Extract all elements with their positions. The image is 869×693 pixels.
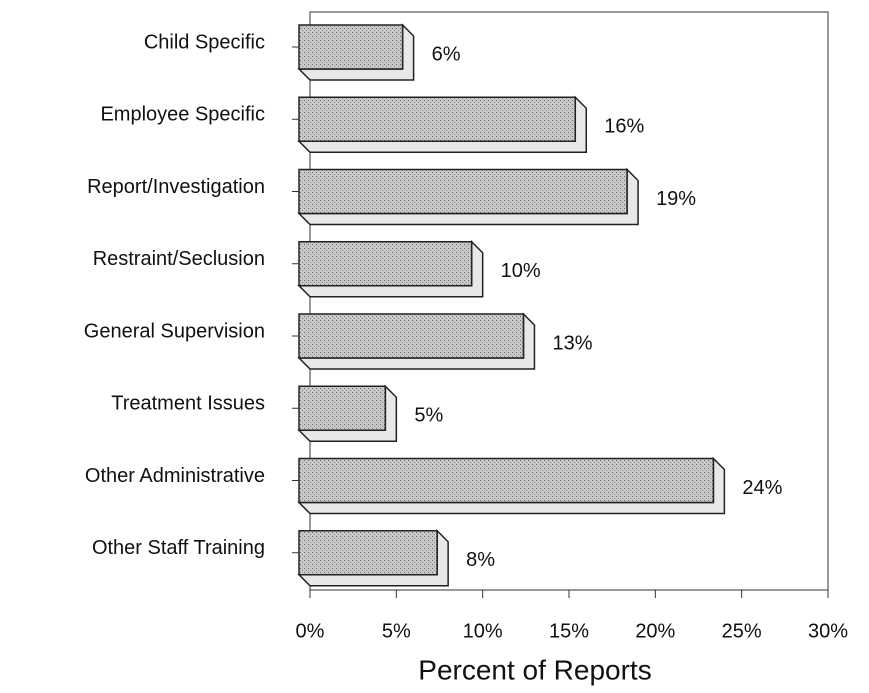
value-label: 24% xyxy=(742,477,782,499)
bar xyxy=(298,24,404,70)
y-tick-label: General Supervision xyxy=(84,320,265,342)
x-tick-label: 5% xyxy=(382,620,411,642)
y-tick-label: Report/Investigation xyxy=(87,176,265,198)
value-label: 16% xyxy=(604,116,644,138)
value-label: 5% xyxy=(414,405,443,427)
y-tick-label: Restraint/Seclusion xyxy=(93,248,265,270)
x-tick-label: 10% xyxy=(463,620,503,642)
x-tick-label: 30% xyxy=(808,620,848,642)
x-tick-label: 15% xyxy=(549,620,589,642)
value-label: 19% xyxy=(656,188,696,210)
bar xyxy=(298,457,715,504)
y-tick-label: Employee Specific xyxy=(100,104,265,126)
bar xyxy=(298,96,577,142)
value-label: 6% xyxy=(432,43,461,65)
value-label: 10% xyxy=(501,260,541,282)
bar xyxy=(298,241,473,287)
bar xyxy=(298,385,387,431)
bar xyxy=(298,313,525,359)
y-tick-label: Other Staff Training xyxy=(92,537,265,559)
bar xyxy=(298,530,438,576)
y-tick-label: Other Administrative xyxy=(85,465,265,487)
bar xyxy=(298,168,628,215)
x-tick-label: 0% xyxy=(296,620,325,642)
y-tick-label: Treatment Issues xyxy=(111,393,265,415)
value-label: 8% xyxy=(466,549,495,571)
x-tick-label: 20% xyxy=(635,620,675,642)
x-axis-label: Percent of Reports xyxy=(418,654,651,685)
y-tick-label: Child Specific xyxy=(144,31,265,53)
x-tick-label: 25% xyxy=(722,620,762,642)
value-label: 13% xyxy=(552,332,592,354)
